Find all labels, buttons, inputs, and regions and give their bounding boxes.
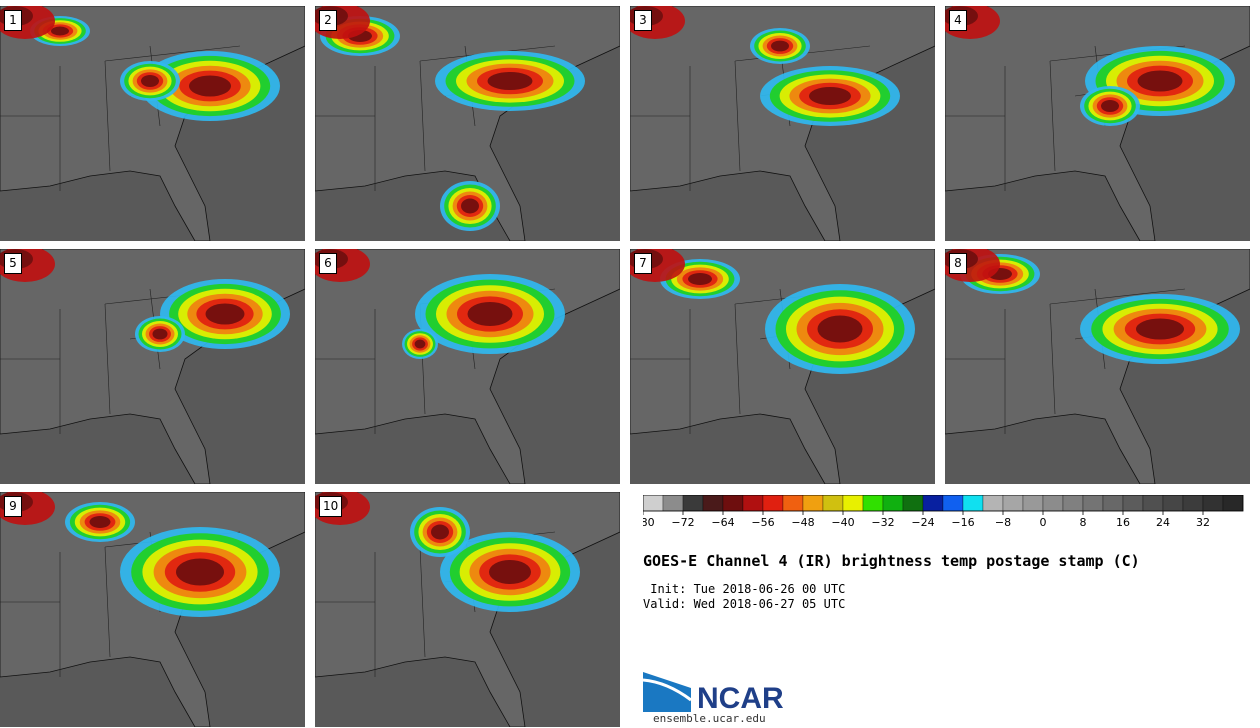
colorbar-swatch: [1182, 495, 1204, 512]
valid-time: Valid: Wed 2018-06-27 05 UTC: [643, 597, 846, 611]
colorbar-swatch: [682, 495, 704, 512]
colorbar-tick-label: −24: [911, 516, 934, 529]
svg-text:NCAR: NCAR: [697, 682, 784, 712]
colorbar-tick-label: −64: [711, 516, 734, 529]
init-time: Init: Tue 2018-06-26 00 UTC: [643, 582, 846, 596]
ir-map: [630, 249, 935, 484]
ensemble-member-panel: 7: [630, 249, 935, 484]
plot-title: GOES-E Channel 4 (IR) brightness temp po…: [643, 552, 1140, 570]
ir-map: [315, 249, 620, 484]
colorbar-swatch: [882, 495, 904, 512]
ensemble-member-panel: 8: [945, 249, 1250, 484]
colorbar-swatch: [662, 495, 684, 512]
colorbar-swatch: [1202, 495, 1224, 512]
colorbar-swatch: [862, 495, 884, 512]
colorbar-tick-label: −32: [871, 516, 894, 529]
colorbar-tick-label: −48: [791, 516, 814, 529]
colorbar-tick-label: −80: [643, 516, 655, 529]
ir-map: [630, 6, 935, 241]
colorbar-swatch: [1142, 495, 1164, 512]
ncar-logo: NCAR: [643, 672, 784, 712]
panel-number-label: 10: [319, 496, 343, 517]
colorbar-swatch: [643, 495, 664, 512]
colorbar-swatch: [742, 495, 764, 512]
colorbar-swatch: [922, 495, 944, 512]
ensemble-member-panel: 1: [0, 6, 305, 241]
panel-number-label: 4: [949, 10, 967, 31]
colorbar-swatch: [802, 495, 824, 512]
colorbar-tick-label: −72: [671, 516, 694, 529]
ir-map: [315, 492, 620, 727]
colorbar-swatch: [1022, 495, 1044, 512]
panel-number-label: 3: [634, 10, 652, 31]
colorbar-tick-label: −16: [951, 516, 974, 529]
colorbar-swatch: [1102, 495, 1124, 512]
ir-map: [945, 249, 1250, 484]
colorbar-swatch: [982, 495, 1004, 512]
ensemble-member-panel: 6: [315, 249, 620, 484]
colorbar-swatch: [822, 495, 844, 512]
colorbar-swatch: [902, 495, 924, 512]
colorbar-swatch: [782, 495, 804, 512]
colorbar-swatch: [1002, 495, 1024, 512]
colorbar-swatch: [1082, 495, 1104, 512]
panel-number-label: 8: [949, 253, 967, 274]
url-text: ensemble.ucar.edu: [653, 712, 766, 725]
colorbar-tick-label: −40: [831, 516, 854, 529]
ensemble-member-panel: 5: [0, 249, 305, 484]
ensemble-member-panel: 10: [315, 492, 620, 727]
colorbar-tick-label: 8: [1080, 516, 1087, 529]
ir-map: [0, 249, 305, 484]
ir-map: [945, 6, 1250, 241]
panel-number-label: 5: [4, 253, 22, 274]
panel-number-label: 7: [634, 253, 652, 274]
colorbar-swatch: [722, 495, 744, 512]
colorbar-swatch: [1222, 495, 1244, 512]
ir-map: [0, 492, 305, 727]
panel-number-label: 9: [4, 496, 22, 517]
colorbar-tick-label: 16: [1116, 516, 1130, 529]
colorbar-swatch: [702, 495, 724, 512]
colorbar-swatch: [842, 495, 864, 512]
panel-number-label: 1: [4, 10, 22, 31]
panel-number-label: 6: [319, 253, 337, 274]
ensemble-member-panel: 2: [315, 6, 620, 241]
ensemble-member-panel: 3: [630, 6, 935, 241]
colorbar-swatch: [1042, 495, 1064, 512]
colorbar-tick-label: −8: [995, 516, 1011, 529]
colorbar-tick-label: 24: [1156, 516, 1170, 529]
colorbar-swatch: [1122, 495, 1144, 512]
panel-number-label: 2: [319, 10, 337, 31]
ir-map: [0, 6, 305, 241]
colorbar-swatch: [962, 495, 984, 512]
colorbar-swatch: [762, 495, 784, 512]
colorbar-tick-label: −56: [751, 516, 774, 529]
colorbar-tick-label: 0: [1040, 516, 1047, 529]
ensemble-member-panel: 9: [0, 492, 305, 727]
colorbar-tick-label: 32: [1196, 516, 1210, 529]
colorbar-swatch: [942, 495, 964, 512]
colorbar-swatch: [1062, 495, 1084, 512]
colorbar-swatch: [1162, 495, 1184, 512]
ensemble-member-panel: 4: [945, 6, 1250, 241]
ir-map: [315, 6, 620, 241]
